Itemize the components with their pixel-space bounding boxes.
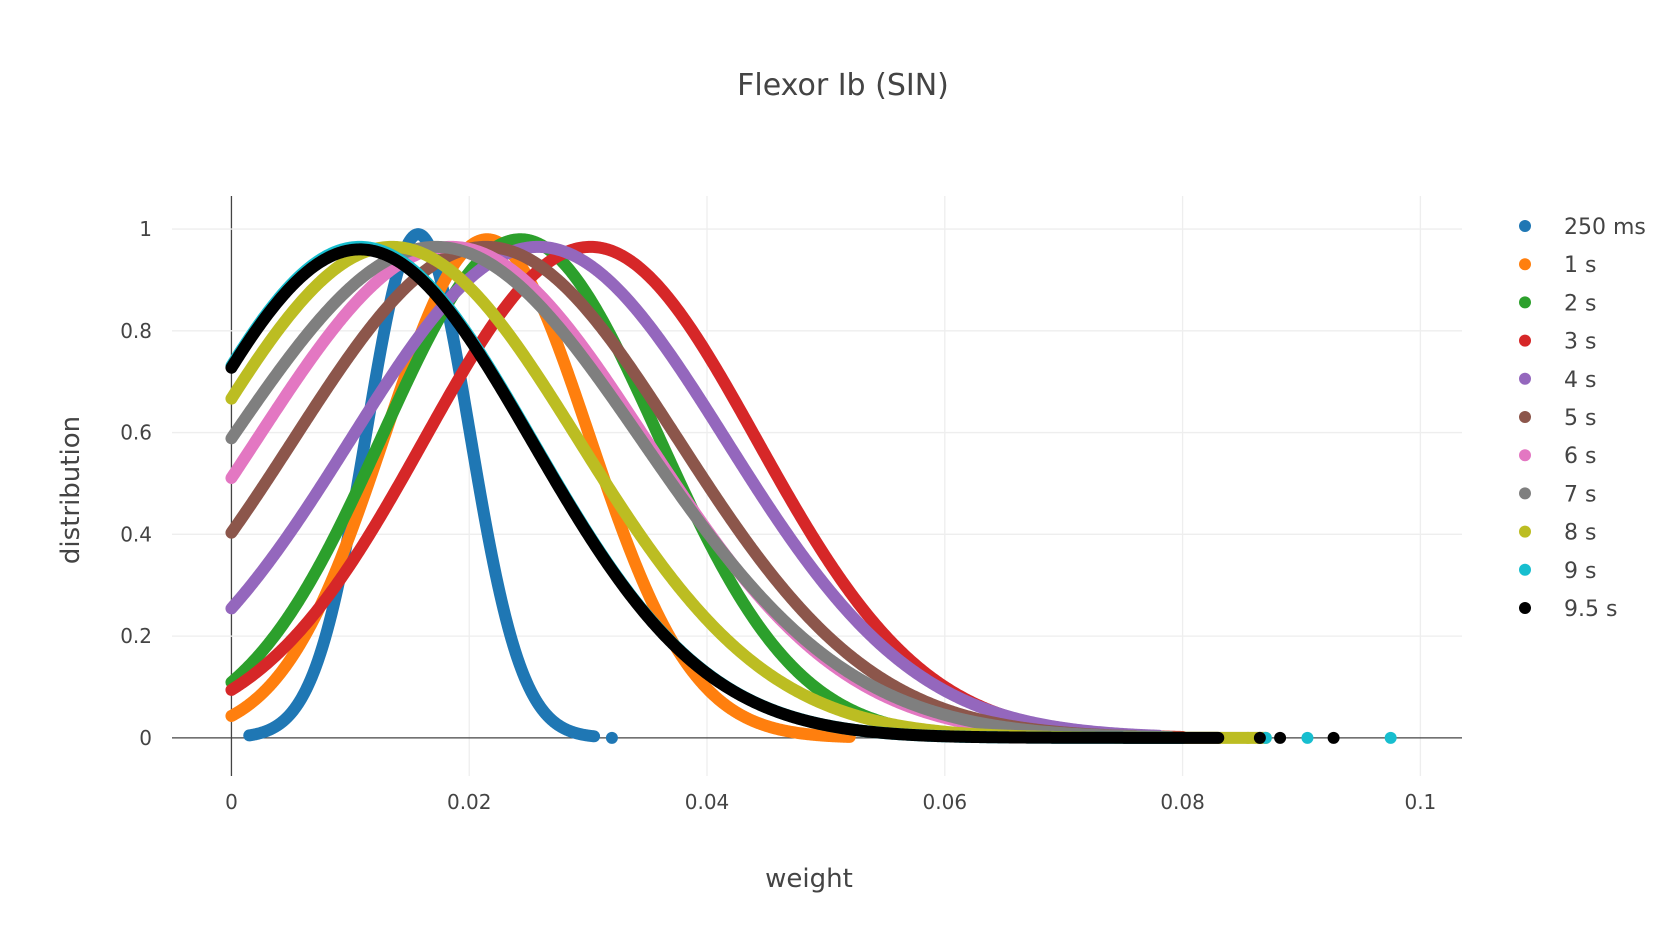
data-point bbox=[1384, 731, 1397, 744]
tick-labels: 0 0.02 0.04 0.06 0.08 0.1 0 0.2 0.4 0.6 0.8 1 bbox=[120, 217, 1436, 814]
x-tick-label: 0 bbox=[225, 790, 238, 814]
legend-marker bbox=[1519, 334, 1531, 347]
legend-item[interactable]: 6 s bbox=[1519, 444, 1596, 469]
x-tick-label: 0.02 bbox=[447, 790, 492, 814]
series-line bbox=[225, 243, 1225, 744]
legend-label: 6 s bbox=[1564, 444, 1596, 469]
legend-item[interactable]: 9 s bbox=[1519, 559, 1596, 584]
legend-marker bbox=[1519, 487, 1531, 500]
data-point bbox=[1253, 731, 1266, 744]
series-9-5-s bbox=[225, 243, 1340, 744]
y-tick-label: 0.6 bbox=[120, 421, 152, 445]
series-250-ms bbox=[243, 228, 618, 744]
x-tick-label: 0.08 bbox=[1160, 790, 1205, 814]
legend-item[interactable]: 4 s bbox=[1519, 368, 1596, 393]
legend-label: 3 s bbox=[1564, 330, 1596, 355]
legend-item[interactable]: 7 s bbox=[1519, 482, 1596, 507]
legend-item[interactable]: 2 s bbox=[1519, 291, 1596, 316]
y-axis-title: distribution bbox=[56, 416, 86, 564]
y-tick-label: 1 bbox=[139, 217, 152, 241]
legend-label: 7 s bbox=[1564, 482, 1596, 507]
series-line bbox=[225, 240, 1165, 742]
legend-item[interactable]: 9.5 s bbox=[1519, 597, 1617, 622]
legend-item[interactable]: 5 s bbox=[1519, 406, 1596, 431]
y-tick-label: 0.2 bbox=[120, 624, 152, 648]
y-tick-label: 0.4 bbox=[120, 522, 152, 546]
legend-marker bbox=[1519, 372, 1531, 385]
legend-marker bbox=[1519, 411, 1531, 423]
legend-marker bbox=[1519, 602, 1531, 614]
legend-marker bbox=[1519, 258, 1531, 271]
series-9-s bbox=[225, 240, 1397, 744]
data-point bbox=[1327, 731, 1340, 744]
legend-marker bbox=[1519, 220, 1531, 232]
x-tick-label: 0.06 bbox=[923, 790, 968, 814]
legend-marker bbox=[1519, 525, 1531, 538]
x-axis-title: weight bbox=[765, 864, 853, 894]
legend-label: 9 s bbox=[1564, 559, 1596, 584]
series-line bbox=[243, 228, 601, 743]
data-point bbox=[605, 731, 618, 744]
series-4-s bbox=[225, 240, 1165, 742]
legend-marker bbox=[1519, 296, 1531, 309]
legend-item[interactable]: 3 s bbox=[1519, 330, 1596, 355]
legend-marker bbox=[1519, 449, 1531, 462]
legend-label: 2 s bbox=[1564, 291, 1596, 316]
chart-title: Flexor Ib (SIN) bbox=[737, 68, 949, 103]
legend-label: 4 s bbox=[1564, 368, 1596, 393]
data-point bbox=[1274, 731, 1287, 744]
data-point bbox=[1301, 731, 1314, 744]
data-point bbox=[1241, 731, 1254, 744]
legend-label: 9.5 s bbox=[1564, 597, 1617, 622]
legend-item[interactable]: 1 s bbox=[1519, 253, 1596, 278]
x-tick-label: 0.04 bbox=[685, 790, 730, 814]
legend-item[interactable]: 250 ms bbox=[1519, 215, 1646, 240]
legend-label: 5 s bbox=[1564, 406, 1596, 431]
legend-label: 1 s bbox=[1564, 253, 1596, 278]
x-tick-label: 0.1 bbox=[1404, 790, 1436, 814]
legend-label: 8 s bbox=[1564, 521, 1596, 546]
legend-label: 250 ms bbox=[1564, 215, 1646, 240]
legend: 250 ms 1 s 2 s 3 s 4 s 5 s 6 s 7 s 8 s 9 s 9.5 s bbox=[1519, 215, 1646, 622]
plot-area bbox=[225, 228, 1397, 744]
legend-item[interactable]: 8 s bbox=[1519, 521, 1596, 546]
y-tick-label: 0 bbox=[139, 726, 152, 750]
y-tick-label: 0.8 bbox=[120, 319, 152, 343]
legend-marker bbox=[1519, 563, 1531, 576]
